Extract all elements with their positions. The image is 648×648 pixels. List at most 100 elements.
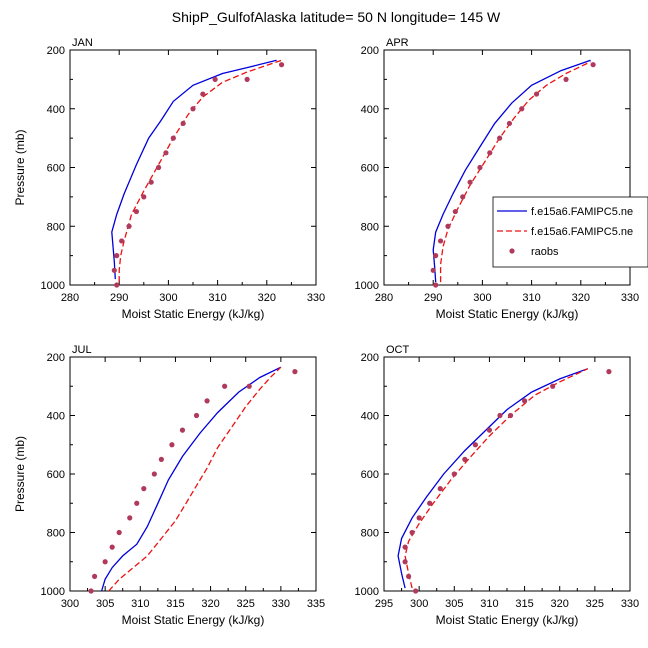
raobs-point: [169, 442, 175, 448]
panel-jul: 300 305 310 315 320 325 330 335 200 400 600 800 1000…: [13, 344, 325, 627]
raobs-point: [102, 559, 108, 565]
x-axis-label: Moist Static Energy (kJ/kg): [122, 613, 265, 627]
raobs-point: [204, 398, 210, 404]
x-tick-label: 320: [201, 598, 219, 610]
raobs-point: [563, 76, 569, 82]
x-tick-label: 315: [166, 598, 184, 610]
x-tick-label: 280: [61, 292, 79, 304]
x-axis-label: Moist Static Energy (kJ/kg): [436, 307, 579, 321]
y-tick-label: 1000: [41, 280, 65, 292]
x-tick-label: 330: [621, 598, 639, 610]
raobs-point: [246, 383, 252, 389]
raobs-point: [116, 529, 122, 536]
raobs-point: [151, 471, 157, 477]
raobs-point: [222, 383, 228, 389]
figure-title: ShipP_GulfofAlaska latitude= 50 N longit…: [172, 9, 501, 25]
y-tick-label: 200: [361, 45, 379, 57]
x-tick-label: 310: [522, 292, 540, 304]
y-tick-label: 800: [361, 221, 379, 233]
raobs-point: [179, 427, 186, 433]
y-axis-label: Pressure (mb): [13, 436, 27, 512]
x-tick-label: 330: [272, 598, 290, 610]
raobs-point: [200, 91, 206, 97]
raobs-point: [416, 515, 422, 521]
raobs-point: [519, 106, 525, 112]
y-tick-label: 800: [361, 528, 379, 540]
model-line-solid: [111, 59, 277, 280]
raobs-point: [437, 486, 443, 492]
raobs-point: [590, 62, 596, 68]
panel-apr: 280 290 300 310 320 330 200 400 600 800 1000 APR Moi…: [355, 37, 640, 321]
raobs-point: [402, 544, 408, 550]
legend-entry: raobs: [531, 246, 559, 258]
raobs-point: [92, 573, 98, 579]
x-tick-label: 335: [307, 598, 325, 610]
panel-label: JAN: [72, 37, 93, 49]
raobs-point: [180, 120, 186, 127]
y-tick-label: 200: [47, 352, 65, 364]
x-tick-label: 310: [480, 598, 498, 610]
raobs-point: [114, 282, 120, 288]
x-tick-label: 320: [551, 598, 569, 610]
raobs-point: [158, 456, 164, 462]
raobs-point: [190, 106, 196, 112]
y-tick-label: 200: [47, 45, 65, 57]
plot-frame: [383, 356, 631, 592]
legend-entry: f.e15a6.FAMIPC5.ne: [531, 206, 633, 218]
raobs-point: [292, 369, 298, 375]
raobs-point: [550, 383, 556, 389]
raobs-point: [170, 135, 176, 141]
x-tick-label: 325: [586, 598, 604, 610]
y-tick-label: 600: [361, 469, 379, 481]
model-line-solid: [397, 368, 589, 589]
x-tick-label: 315: [515, 598, 533, 610]
raobs-point: [477, 164, 483, 171]
raobs-point: [472, 442, 478, 448]
raobs-point: [433, 253, 439, 259]
raobs-point: [126, 223, 132, 229]
x-tick-label: 330: [307, 292, 325, 304]
raobs-point: [462, 456, 468, 462]
y-tick-label: 200: [361, 352, 379, 364]
x-tick-label: 305: [96, 598, 114, 610]
legend-swatch-dot: [509, 248, 515, 254]
raobs-point: [278, 62, 285, 68]
x-tick-label: 325: [237, 598, 255, 610]
y-tick-label: 600: [47, 469, 65, 481]
model-line-solid: [100, 366, 282, 592]
raobs-point: [506, 120, 513, 127]
raobs-point: [127, 515, 133, 521]
y-axis-label: Pressure (mb): [13, 129, 27, 205]
legend-box: [492, 196, 648, 268]
raobs-point: [406, 573, 412, 579]
raobs-point: [119, 238, 125, 244]
raobs-point: [193, 412, 200, 419]
raobs-point: [433, 282, 439, 288]
raobs-point: [134, 500, 140, 506]
y-tick-label: 600: [47, 163, 65, 175]
panel-oct: 295 300 305 310 315 320 325 330 200 400 600 800 1000…: [355, 344, 640, 627]
y-tick-label: 400: [361, 411, 379, 423]
raobs-point: [467, 179, 473, 185]
raobs-point: [163, 150, 169, 156]
plot-frame: [69, 356, 317, 592]
legend: f.e15a6.FAMIPC5.ne f.e15a6.FAMIPC5.ne raob…: [492, 196, 648, 268]
raobs-point: [445, 223, 451, 229]
raobs-point: [212, 76, 218, 82]
x-tick-label: 305: [445, 598, 463, 610]
raobs-point: [155, 164, 162, 171]
y-tick-label: 1000: [355, 280, 379, 292]
raobs-point: [133, 208, 140, 215]
raobs-point: [606, 369, 612, 375]
x-tick-label: 290: [424, 292, 442, 304]
x-tick-label: 290: [110, 292, 128, 304]
x-tick-label: 310: [208, 292, 226, 304]
y-tick-label: 1000: [41, 586, 65, 598]
raobs-point: [413, 588, 419, 594]
x-tick-label: 320: [258, 292, 276, 304]
raobs-point: [141, 194, 147, 200]
raobs-point: [497, 412, 503, 419]
raobs-point: [427, 500, 433, 506]
raobs-point: [460, 194, 466, 200]
raobs-point: [507, 412, 514, 419]
